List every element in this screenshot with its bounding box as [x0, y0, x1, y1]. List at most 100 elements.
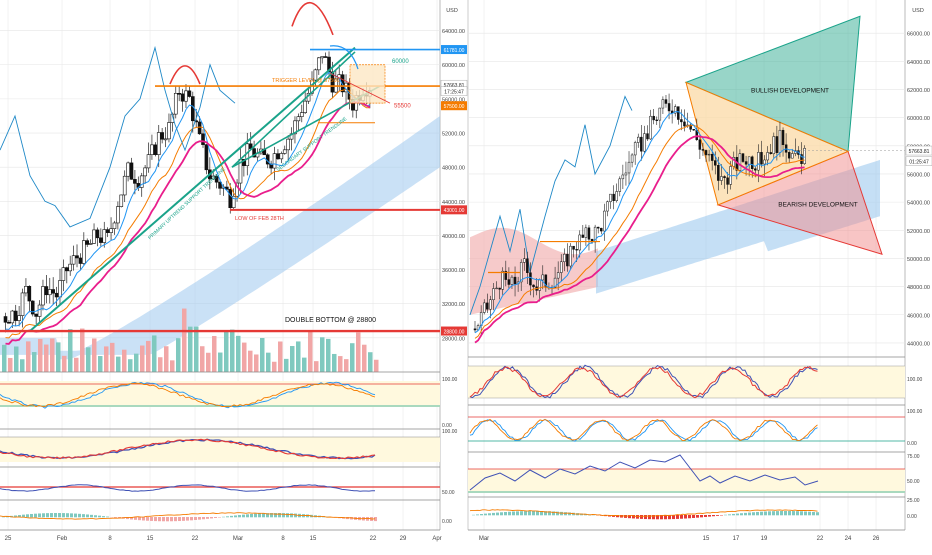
right-currency-label: USD	[912, 8, 924, 14]
left-x-label: 15	[310, 536, 317, 542]
left-macd-bar	[182, 517, 185, 521]
right-macd-bar	[644, 515, 647, 519]
left-candle-body	[65, 268, 68, 271]
right-macd-bar	[636, 515, 639, 519]
left-candle-body	[144, 168, 147, 176]
left-macd-bar	[82, 514, 85, 517]
left-candle-body	[58, 281, 61, 297]
left-volume-bar	[356, 332, 361, 372]
right-candle-body	[539, 280, 541, 290]
bearish-label: BEARISH DEVELOPMENT	[778, 201, 857, 208]
left-price-tick: 64000.00	[442, 29, 465, 35]
left-volume-bar	[74, 358, 79, 372]
right-candle-body	[782, 130, 784, 145]
left-macd-bar	[154, 517, 157, 521]
right-macd-bar	[764, 511, 767, 515]
right-candle-body	[727, 178, 729, 185]
left-volume-bar	[236, 336, 241, 372]
left-volume-bar	[122, 350, 127, 372]
left-candle-body	[110, 229, 113, 233]
right-price-tick: 50000.00	[907, 257, 930, 263]
right-macd-bar	[788, 511, 791, 515]
left-candle-body	[120, 195, 123, 207]
left-candle-body	[157, 133, 160, 155]
left-volume-bar	[200, 346, 205, 372]
right-candle-body	[773, 136, 775, 153]
right-candle-body	[693, 129, 695, 130]
left-volume-bar	[38, 339, 43, 372]
left-candle-body	[130, 163, 133, 179]
right-candle-body	[557, 273, 559, 279]
right-candle-body	[496, 288, 498, 289]
left-macd-bar	[42, 513, 45, 517]
right-macd-bar	[732, 514, 735, 515]
right-macd-bar	[808, 512, 811, 516]
right-macd-bar	[564, 512, 567, 515]
left-candle-body	[69, 264, 72, 271]
left-price-tick: 32000.00	[442, 302, 465, 308]
right-candle-body	[603, 211, 605, 231]
right-candle-body	[656, 120, 658, 121]
left-candle-body	[62, 268, 65, 281]
left-candle-body	[127, 163, 130, 176]
left-volume-bar	[332, 354, 337, 372]
right-candle-body	[616, 192, 618, 201]
left-x-label: 22	[192, 536, 199, 542]
left-arc-2	[292, 3, 333, 35]
left-x-label: 25	[5, 536, 12, 542]
left-macd-bar	[226, 516, 229, 517]
right-candle-body	[680, 120, 682, 122]
left-macd-bar	[218, 517, 221, 518]
left-volume-bar	[134, 354, 139, 372]
right-macd-bar	[500, 512, 503, 515]
left-volume-bar	[50, 338, 55, 372]
right-macd-bar	[784, 511, 787, 515]
right-rsi-tick-75: 75.00	[907, 454, 920, 460]
right-candle-body	[569, 246, 571, 266]
right-candle-body	[637, 137, 639, 142]
left-volume-bar	[362, 345, 367, 372]
left-macd-bar	[286, 513, 289, 517]
right-price-tick: 54000.00	[907, 201, 930, 207]
right-macd-bar	[768, 511, 771, 515]
left-stoch1-tick: 100.00	[442, 377, 458, 383]
right-candle-body	[533, 285, 535, 287]
left-volume-bar	[20, 359, 25, 372]
right-macd-bar	[676, 515, 679, 519]
left-macd-bar	[106, 517, 109, 518]
right-macd-bar	[696, 515, 699, 518]
right-x-label: 15	[703, 536, 710, 542]
right-macd-bar	[704, 515, 707, 517]
left-level-badge-text: 17:25:47	[444, 90, 464, 96]
left-candle-body	[287, 139, 290, 150]
left-candle-body	[321, 57, 324, 58]
right-macd-bar	[736, 514, 739, 516]
right-macd-bar	[748, 513, 751, 516]
right-candle-body	[739, 154, 741, 171]
left-candle-body	[18, 316, 21, 321]
left-candle-body	[14, 311, 17, 321]
left-volume-bar	[26, 341, 31, 372]
left-volume-bar	[278, 341, 283, 372]
left-volume-bar	[320, 337, 325, 372]
left-macd-bar	[62, 513, 65, 517]
left-macd-bar	[2, 517, 5, 518]
left-macd-bar	[46, 513, 49, 517]
right-candle-body	[588, 228, 590, 239]
left-volume-bar	[338, 356, 343, 372]
right-macd-bar	[712, 515, 715, 516]
right-stoch2-tick-100: 100.00	[907, 409, 923, 415]
right-candle-body	[708, 154, 710, 155]
left-volume-bar	[218, 353, 223, 372]
right-candle-body	[523, 259, 525, 263]
right-candle-body	[699, 140, 701, 150]
left-volume-bar	[92, 338, 97, 372]
right-macd-bar	[532, 511, 535, 515]
left-volume-bar	[206, 353, 211, 372]
left-volume-bar	[212, 336, 217, 372]
right-candle-body	[579, 235, 581, 250]
right-candle-body	[486, 303, 488, 309]
right-macd-bar	[512, 512, 515, 516]
left-volume-bar	[296, 341, 301, 372]
left-macd-bar	[214, 517, 217, 518]
